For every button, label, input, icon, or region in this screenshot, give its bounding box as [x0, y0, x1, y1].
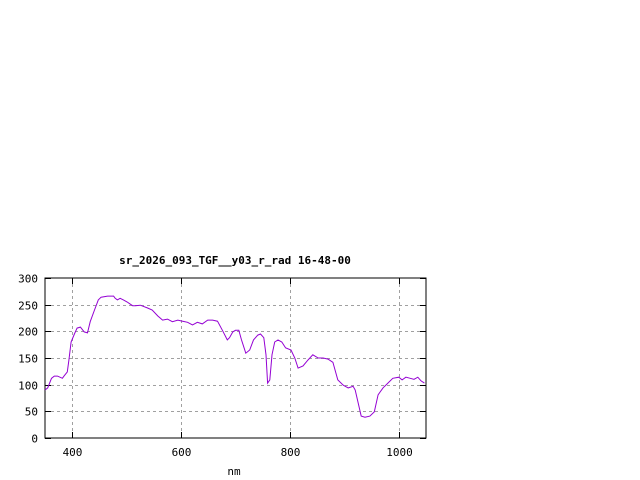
y-tick-label: 50	[25, 406, 38, 419]
chart-title: sr_2026_093_TGF__y03_r_rad 16-48-00	[119, 254, 351, 267]
x-tick-label: 800	[281, 446, 301, 459]
x-tick-label: 1000	[386, 446, 413, 459]
grid	[45, 278, 426, 438]
x-tick-label: 600	[172, 446, 192, 459]
plot-border	[44, 277, 427, 439]
series-line	[44, 295, 425, 418]
y-tick-label: 100	[18, 380, 38, 393]
y-tick-label: 300	[18, 273, 38, 286]
x-tick-label: 400	[63, 446, 83, 459]
y-tick-label: 250	[18, 300, 38, 313]
y-tick-label: 200	[18, 326, 38, 339]
y-tick-label: 150	[18, 353, 38, 366]
y-tick-label: 0	[31, 433, 38, 446]
x-axis-label: nm	[227, 465, 241, 478]
axis-ticks: 400 600 800 1000 0 50 100 150 200 250 300	[18, 273, 426, 459]
